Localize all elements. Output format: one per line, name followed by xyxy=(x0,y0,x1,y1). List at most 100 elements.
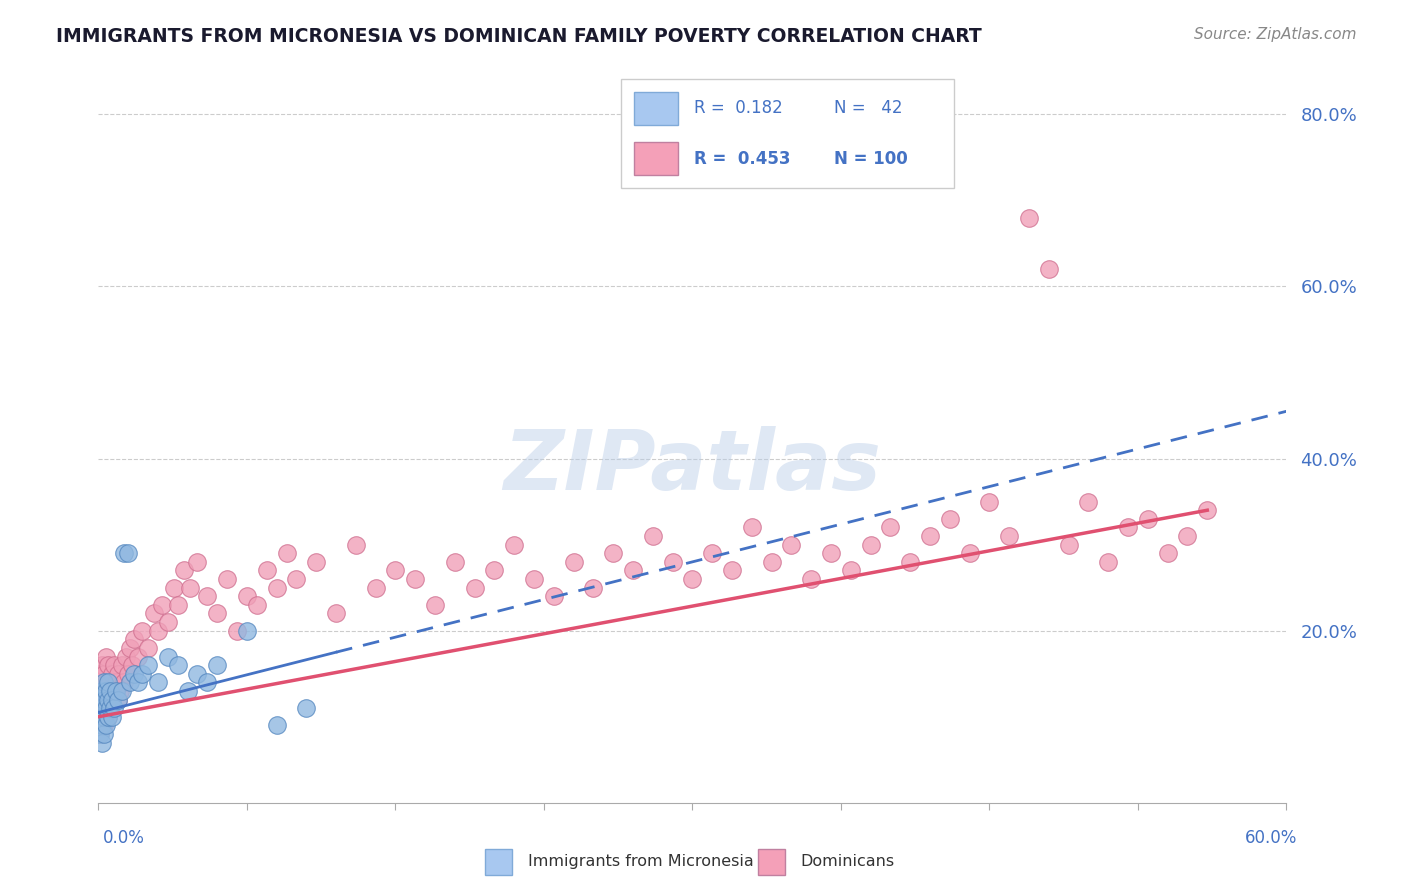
Point xyxy=(103,658,125,673)
Point xyxy=(444,555,467,569)
Point xyxy=(1077,494,1099,508)
Point xyxy=(111,684,134,698)
Point xyxy=(761,555,783,569)
Text: 60.0%: 60.0% xyxy=(1246,829,1298,847)
Point xyxy=(97,684,120,698)
Point xyxy=(93,718,115,732)
Point xyxy=(136,658,159,673)
Point xyxy=(91,701,114,715)
Point xyxy=(205,658,228,673)
Point xyxy=(1116,520,1139,534)
Point xyxy=(93,692,115,706)
Point xyxy=(107,692,129,706)
Point xyxy=(101,692,124,706)
Point xyxy=(325,607,347,621)
Point xyxy=(1097,555,1119,569)
Point xyxy=(127,675,149,690)
Point xyxy=(562,555,585,569)
Point xyxy=(91,718,114,732)
Point xyxy=(998,529,1021,543)
Point xyxy=(156,649,179,664)
Point xyxy=(163,581,186,595)
Point xyxy=(543,589,565,603)
Point xyxy=(681,572,703,586)
Point xyxy=(98,701,121,715)
Y-axis label: Family Poverty: Family Poverty xyxy=(0,376,8,498)
Point xyxy=(150,598,173,612)
Point xyxy=(91,735,114,749)
Point xyxy=(464,581,486,595)
Point xyxy=(702,546,724,560)
Point xyxy=(96,684,118,698)
Point xyxy=(98,701,121,715)
Point xyxy=(741,520,763,534)
Point xyxy=(176,684,198,698)
Point xyxy=(111,658,134,673)
Point xyxy=(103,684,125,698)
Point xyxy=(217,572,239,586)
Point xyxy=(820,546,842,560)
Point xyxy=(166,598,188,612)
Point xyxy=(236,589,259,603)
Point xyxy=(364,581,387,595)
Point xyxy=(108,684,131,698)
Point xyxy=(93,710,115,724)
Point xyxy=(105,684,128,698)
Point xyxy=(721,564,744,578)
Point xyxy=(120,640,142,655)
Point xyxy=(89,710,111,724)
Point xyxy=(122,666,145,681)
Point xyxy=(97,692,120,706)
Point xyxy=(89,666,111,681)
Point xyxy=(800,572,823,586)
Point xyxy=(523,572,546,586)
Point xyxy=(226,624,249,638)
Point xyxy=(98,684,121,698)
Point xyxy=(122,632,145,647)
Bar xyxy=(485,849,512,875)
Point xyxy=(107,692,129,706)
Point xyxy=(96,675,118,690)
Point xyxy=(179,581,201,595)
Point xyxy=(91,710,114,724)
Point xyxy=(205,607,228,621)
Point xyxy=(146,624,169,638)
Text: Source: ZipAtlas.com: Source: ZipAtlas.com xyxy=(1194,27,1357,42)
Point xyxy=(98,675,121,690)
Point xyxy=(879,520,901,534)
Point xyxy=(89,727,111,741)
Point xyxy=(97,710,120,724)
Bar xyxy=(758,849,785,875)
Point xyxy=(484,564,506,578)
Point xyxy=(103,701,125,715)
Point xyxy=(107,666,129,681)
Point xyxy=(115,649,138,664)
Point xyxy=(246,598,269,612)
Point xyxy=(582,581,605,595)
Point xyxy=(979,494,1001,508)
Point xyxy=(173,564,195,578)
Point xyxy=(276,546,298,560)
Point xyxy=(1057,538,1080,552)
Point xyxy=(146,675,169,690)
Point xyxy=(93,692,115,706)
Point xyxy=(1136,512,1159,526)
Point xyxy=(97,658,120,673)
Point xyxy=(898,555,921,569)
Point xyxy=(285,572,308,586)
Point xyxy=(120,675,142,690)
Point xyxy=(661,555,683,569)
Point xyxy=(96,649,118,664)
Point xyxy=(1156,546,1178,560)
Point xyxy=(105,675,128,690)
Point xyxy=(112,675,135,690)
Point xyxy=(96,718,118,732)
Point xyxy=(344,538,367,552)
Point xyxy=(136,640,159,655)
Point xyxy=(236,624,259,638)
Point xyxy=(91,684,114,698)
Text: 0.0%: 0.0% xyxy=(103,829,145,847)
Point xyxy=(101,710,124,724)
Point xyxy=(91,658,114,673)
Point xyxy=(117,666,139,681)
